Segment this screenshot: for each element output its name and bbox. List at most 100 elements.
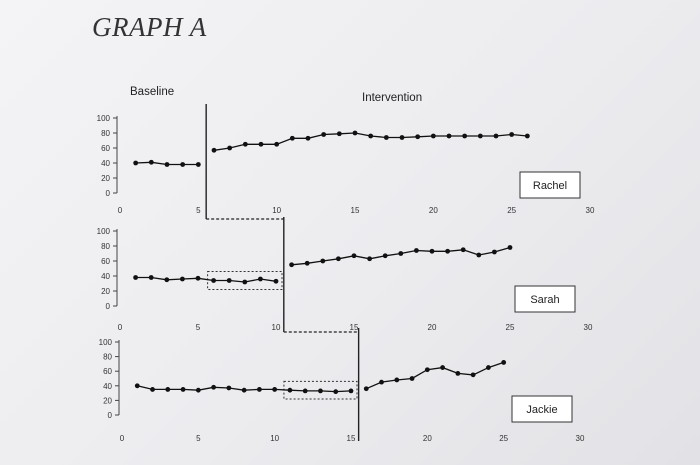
data-point [180, 276, 185, 282]
data-point [379, 379, 384, 385]
data-point [507, 245, 513, 250]
data-point [493, 133, 499, 139]
y-tick-label: 80 [103, 353, 112, 362]
data-point [394, 377, 400, 383]
data-point [455, 370, 461, 376]
data-point [165, 387, 171, 392]
y-tick-label: 20 [103, 396, 112, 405]
data-point [501, 360, 507, 365]
data-point [289, 135, 295, 141]
y-tick-label: 40 [101, 272, 110, 281]
participant-label-box [511, 395, 573, 423]
data-point [320, 258, 326, 264]
data-point [258, 276, 263, 282]
data-point [211, 384, 217, 390]
data-point [274, 141, 280, 147]
x-tick-label: 30 [586, 206, 595, 215]
intervention-series-line [366, 361, 504, 390]
data-point [333, 389, 339, 395]
data-point [524, 133, 530, 139]
data-point [336, 131, 342, 137]
data-point [460, 247, 466, 253]
participant-label: Sarah [530, 294, 559, 306]
data-point [318, 388, 323, 394]
x-tick-label: 20 [423, 434, 432, 443]
highlight-box [207, 271, 283, 290]
x-tick-label: 5 [196, 323, 201, 332]
data-point [336, 256, 341, 262]
data-point [227, 145, 233, 151]
data-point [273, 278, 279, 284]
y-tick-label: 80 [101, 129, 110, 138]
participant-label: Jackie [526, 404, 557, 416]
x-tick-label: 10 [270, 434, 279, 443]
data-point [363, 386, 369, 392]
x-tick-label: 25 [506, 323, 515, 332]
x-tick-label: 15 [351, 206, 360, 215]
x-tick-label: 15 [350, 323, 359, 332]
x-tick-label: 25 [507, 206, 516, 215]
x-tick-label: 10 [272, 206, 281, 215]
y-tick-label: 0 [106, 189, 111, 198]
y-tick-label: 60 [101, 144, 110, 153]
y-tick-label: 0 [106, 302, 111, 311]
x-tick-label: 30 [576, 434, 585, 443]
data-point [211, 147, 217, 153]
data-point [486, 365, 491, 370]
data-point [351, 253, 357, 259]
intervention-phase-label: Intervention [362, 92, 422, 104]
data-point [150, 387, 155, 392]
data-point [164, 277, 170, 283]
data-point [424, 367, 430, 373]
data-point [164, 162, 170, 167]
participant-label-box [514, 285, 576, 313]
data-point [477, 133, 483, 139]
data-point [304, 260, 310, 266]
y-tick-label: 0 [108, 411, 113, 420]
y-tick-label: 40 [103, 382, 112, 391]
x-tick-label: 20 [428, 323, 437, 332]
baseline-phase-label: Baseline [130, 86, 174, 98]
x-tick-label: 30 [584, 323, 593, 332]
participant-label: Rachel [533, 180, 567, 192]
data-point [133, 275, 139, 280]
x-tick-label: 5 [196, 434, 201, 443]
data-point [180, 162, 186, 167]
data-point [462, 133, 468, 139]
x-tick-label: 0 [118, 206, 123, 215]
y-tick-label: 20 [101, 174, 110, 183]
y-tick-label: 100 [97, 227, 111, 236]
data-point [226, 278, 232, 283]
data-point [470, 372, 476, 378]
data-point [226, 385, 232, 391]
data-point [241, 387, 247, 393]
graph-heading: GRAPH A [92, 12, 207, 42]
data-point [398, 251, 404, 256]
y-tick-label: 100 [97, 114, 111, 123]
data-point [429, 248, 435, 254]
data-point [272, 387, 278, 392]
data-point [383, 135, 389, 140]
x-tick-label: 25 [499, 434, 508, 443]
x-tick-label: 20 [429, 206, 438, 215]
data-point [445, 248, 450, 254]
data-point [368, 133, 374, 139]
x-tick-label: 5 [196, 206, 201, 215]
baseline-series-line [135, 276, 277, 283]
data-point [509, 132, 515, 137]
data-point [414, 248, 419, 253]
data-point [258, 141, 264, 147]
data-point [367, 256, 372, 262]
data-point [415, 134, 421, 140]
data-point [430, 133, 436, 139]
data-point [440, 365, 445, 370]
x-tick-label: 10 [272, 323, 281, 332]
y-tick-label: 100 [99, 338, 113, 347]
data-point [211, 278, 217, 283]
data-point [446, 133, 452, 139]
data-point [180, 387, 186, 392]
participant-label-box [519, 171, 581, 199]
data-point [148, 159, 154, 165]
y-tick-label: 80 [101, 242, 110, 251]
